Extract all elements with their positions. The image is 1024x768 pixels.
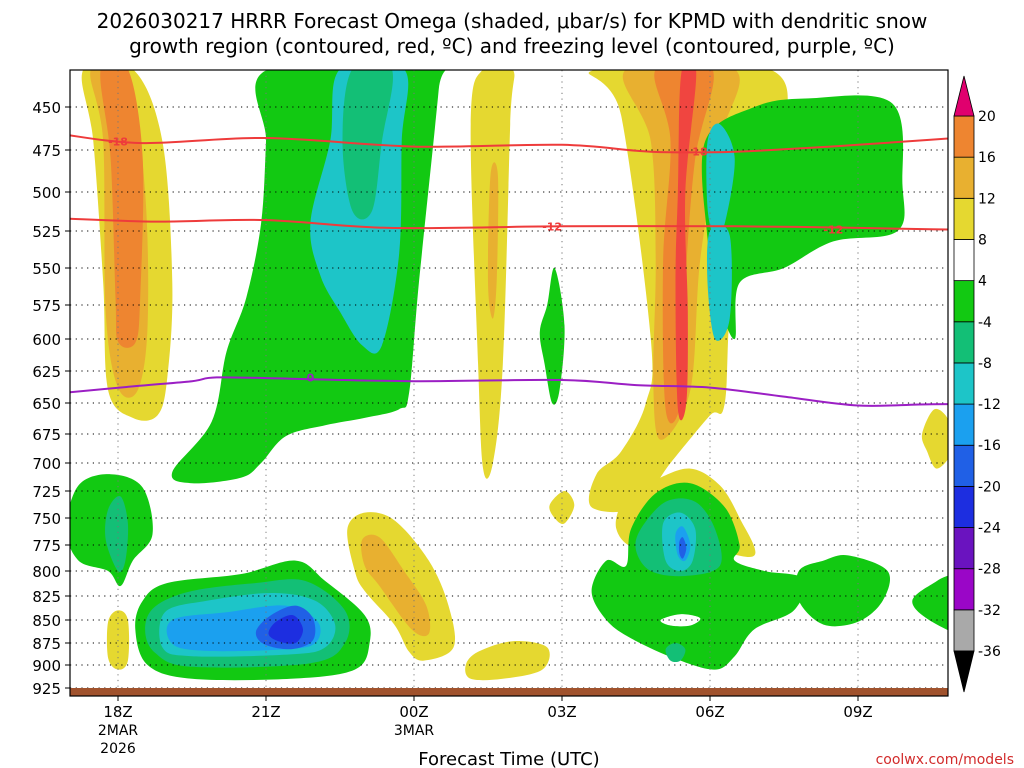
y-tick-label-800: 800	[32, 563, 61, 581]
y-tick-label-775: 775	[32, 537, 61, 555]
colorbar-label-9: 4	[978, 274, 987, 290]
colorbar-label-0: -36	[978, 644, 1001, 660]
y-tick-label-900: 900	[32, 657, 61, 675]
y-tick-label-925: 925	[32, 680, 61, 698]
x-tick-label-21Z: 21Z	[251, 703, 280, 721]
omega-region-green-blob-0900	[539, 267, 565, 405]
y-tick-label-625: 625	[32, 363, 61, 381]
colorbar-segment-4	[953, 444, 975, 487]
omega-region-yellow-0310	[549, 491, 575, 524]
isotherm-label-3: -12	[823, 223, 843, 236]
y-tick-label-600: 600	[32, 331, 61, 349]
y-axis: 450 475 500 525 550 575 600 625 650 675 700 725 750 7…	[32, 99, 70, 698]
colorbar-label-2: -28	[978, 562, 1001, 578]
grid-lines	[70, 70, 948, 696]
isotherm-line-2	[70, 217, 948, 231]
colorbar-bottom-arrow	[953, 650, 975, 693]
colorbar-segment-12	[953, 115, 975, 158]
isotherm-label-0: -18	[108, 135, 128, 148]
y-tick-label-450: 450	[32, 99, 61, 117]
omega-region-blue-0600-low	[678, 537, 687, 559]
chart-title-line2: growth region (contoured, red, ºC) and f…	[129, 34, 895, 58]
x-tick-label-03Z: 03Z	[547, 703, 576, 721]
colorbar-label-4: -20	[978, 479, 1001, 495]
colorbar-label-8: -4	[978, 315, 992, 331]
chart-title-line1: 2026030217 HRRR Forecast Omega (shaded, …	[97, 9, 928, 33]
isotherm-line-0	[70, 134, 948, 154]
ground-surface	[70, 688, 948, 696]
omega-region-orange-strip-0330	[487, 162, 499, 319]
x-date-label-00Z: 3MAR	[394, 723, 435, 739]
colorbar-label-1: -32	[978, 603, 1001, 619]
x-axis-title: Forecast Time (UTC)	[418, 749, 599, 768]
colorbar-segment-11	[953, 156, 975, 199]
colorbar-segment-9	[953, 239, 975, 282]
omega-region-small-yellow-1530	[921, 408, 948, 469]
x-tick-label-18Z: 18Z	[103, 703, 132, 721]
temperature-contours: -18 -18 -12 -12 0	[70, 134, 948, 407]
colorbar-segment-0	[953, 609, 975, 652]
y-tick-label-650: 650	[32, 395, 61, 413]
colorbar-segment-7	[953, 321, 975, 364]
y-tick-label-700: 700	[32, 455, 61, 473]
y-tick-label-850: 850	[32, 612, 61, 630]
colorbar-segment-3	[953, 485, 975, 528]
y-tick-label-575: 575	[32, 297, 61, 315]
colorbar-label-10: 8	[978, 232, 987, 248]
colorbar-segment-8	[953, 280, 975, 323]
plot-frame	[69, 69, 949, 697]
colorbar-segment-6	[953, 362, 975, 405]
plot-area: -18 -18 -12 -12 0	[69, 69, 949, 697]
omega-region-teal-blob-left	[105, 496, 129, 573]
colorbar-label-13: 20	[978, 109, 996, 125]
colorbar-label-7: -8	[978, 356, 992, 372]
omega-region-green-right-low	[912, 575, 948, 631]
colorbar-segment-10	[953, 197, 975, 240]
y-tick-label-550: 550	[32, 260, 61, 278]
omega-region-teal-0600-small	[665, 643, 686, 663]
colorbar: -36 -32 -28 -24 -20 -16 -12 -8 -4 4 8 12 16 20	[953, 75, 1001, 693]
colorbar-segment-2	[953, 527, 975, 570]
omega-region-lowlevel-darkblue	[268, 615, 304, 644]
isotherm-label-1: -18	[688, 146, 708, 159]
omega-region-warm-col-1-orange	[100, 70, 144, 348]
freezing-level-label: 0	[307, 371, 315, 384]
x-tick-label-06Z: 06Z	[695, 703, 724, 721]
omega-region-warm-col-2-red	[675, 70, 697, 421]
colorbar-segment-1	[953, 568, 975, 611]
y-tick-label-875: 875	[32, 635, 61, 653]
x-axis: 18Z 2MAR 2026 21Z 00Z 3MAR 03Z 06Z 09Z	[98, 696, 873, 757]
y-tick-label-825: 825	[32, 588, 61, 606]
y-tick-label-725: 725	[32, 483, 61, 501]
y-tick-label-525: 525	[32, 223, 61, 241]
colorbar-top-arrow	[953, 75, 975, 117]
omega-region-green-0800	[795, 555, 891, 627]
omega-region-green-right-mid	[706, 224, 732, 341]
omega-shading	[70, 70, 948, 681]
x-tick-label-00Z: 00Z	[399, 703, 428, 721]
omega-region-orange-0100	[361, 534, 431, 637]
isotherm-label-2: -12	[542, 220, 562, 233]
freezing-level-line	[70, 376, 948, 407]
credit-text: coolwx.com/models	[876, 752, 1014, 768]
colorbar-label-6: -12	[978, 397, 1001, 413]
omega-region-green-right-upper	[701, 95, 905, 340]
y-tick-label-475: 475	[32, 142, 61, 160]
y-tick-label-500: 500	[32, 184, 61, 202]
y-tick-label-750: 750	[32, 510, 61, 528]
x-tick-label-09Z: 09Z	[843, 703, 872, 721]
colorbar-label-3: -24	[978, 521, 1001, 537]
omega-region-yellow-0230	[465, 641, 550, 681]
colorbar-label-5: -16	[978, 438, 1001, 454]
y-tick-label-675: 675	[32, 426, 61, 444]
colorbar-label-11: 12	[978, 191, 996, 207]
x-date-label-18Z: 2MAR	[98, 723, 139, 739]
x-year-label-18Z: 2026	[100, 741, 136, 757]
colorbar-label-12: 16	[978, 150, 996, 166]
colorbar-segment-5	[953, 403, 975, 446]
